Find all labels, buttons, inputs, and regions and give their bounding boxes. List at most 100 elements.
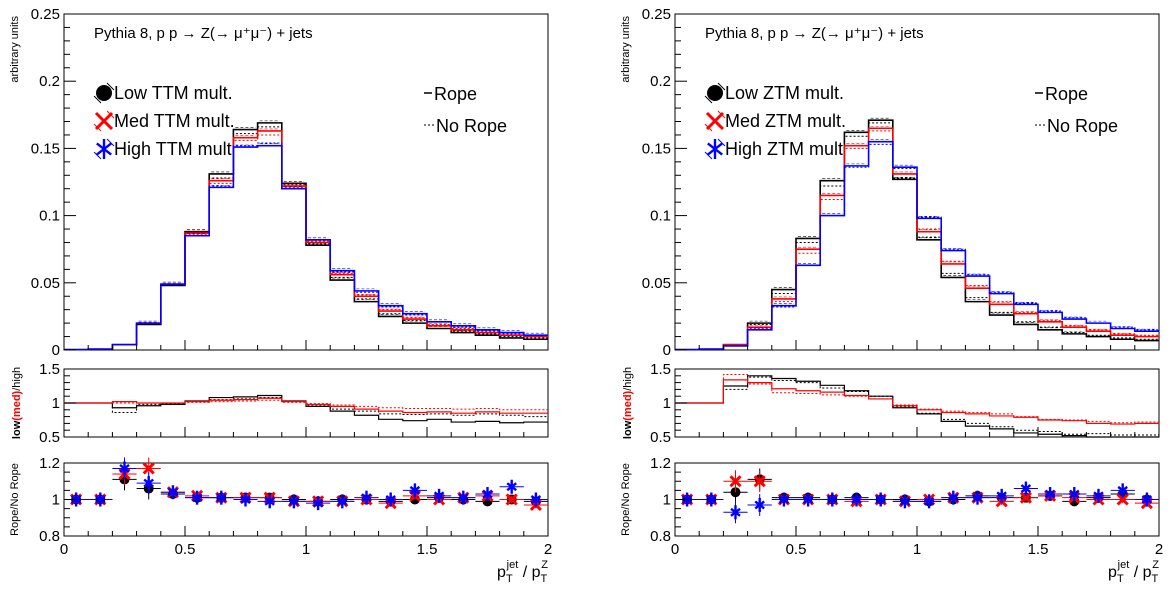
ratio2-point (1093, 488, 1104, 503)
ratio2-point (729, 475, 742, 488)
marker-stroke (875, 495, 886, 504)
legend-label: No Rope (436, 116, 507, 136)
x-axis-label: pTjet / pTZ (497, 559, 548, 585)
series-no-rope-line (64, 142, 548, 351)
ratio2-point (240, 492, 251, 507)
ratio2-point (851, 492, 862, 507)
y-tick-label: 0.5 (39, 429, 60, 446)
marker-stroke (530, 495, 542, 504)
ratio1-y-axis-label: low(med)/high (622, 367, 634, 439)
ratio1-y-axis-label: low(med)/high (11, 367, 23, 439)
ratio2-point (827, 492, 838, 507)
series-3 (675, 139, 1159, 351)
legend-marker (96, 85, 112, 101)
marker-stroke (505, 493, 518, 506)
legend-label: Med ZTM mult. (725, 111, 846, 131)
x-label-part: T (506, 573, 513, 585)
marker-stroke (167, 487, 179, 497)
ratio2-point (312, 496, 324, 511)
marker-hatch (717, 110, 726, 119)
ratio2-point (899, 494, 911, 509)
x-label-part: Z (541, 559, 548, 571)
series-3 (64, 142, 548, 351)
marker-stroke (827, 495, 838, 504)
y-tick-label: 0.05 (642, 275, 671, 292)
ratio2-point (1117, 483, 1128, 498)
legend-label: No Rope (1047, 116, 1118, 136)
marker-hatch (93, 151, 102, 160)
ratio2-series-3 (64, 457, 548, 511)
marker-stroke (707, 142, 723, 156)
y-tick-label: 0.25 (31, 6, 60, 23)
ratio2-point (142, 462, 155, 475)
x-label-part: T (541, 573, 548, 585)
marker-stroke (264, 496, 275, 506)
ratio2-point (95, 492, 106, 507)
chart-annotation: Pythia 8, p p → Z(→ μ⁺μ⁻) + jets (705, 25, 924, 42)
marker-stroke (312, 498, 324, 508)
marker-hatch (704, 123, 713, 132)
y-tick-label: 0.15 (642, 140, 671, 157)
ratio2-point (530, 492, 542, 507)
main-y-axis-label: arbitrary units (620, 16, 632, 83)
series-rope-line (675, 140, 1159, 351)
marker-stroke (482, 489, 493, 499)
marker-stroke (1044, 489, 1056, 499)
legend-label: High ZTM mult (725, 139, 843, 159)
marker-stroke (506, 482, 517, 492)
ratio2-point (972, 490, 983, 505)
y-tick-label: 1 (52, 395, 60, 412)
ratio2-series-2 (675, 470, 1159, 510)
y-tick-label: 0.2 (650, 73, 671, 90)
ratio2-point (505, 493, 518, 506)
ratio2-point (754, 497, 765, 512)
marker-stroke (778, 495, 790, 504)
y-tick-label: 1 (663, 492, 671, 509)
ratio2-point (506, 479, 517, 494)
y-tick-label: 0.1 (650, 208, 671, 225)
marker-stroke (1093, 491, 1104, 501)
ratio2-point (923, 494, 935, 509)
ratio1-series-2 (64, 397, 548, 414)
ratio2-point (361, 490, 372, 505)
marker-stroke (706, 495, 717, 504)
marker-hatch (704, 151, 713, 160)
legend-marker (94, 111, 114, 131)
x-tick-label: 1.5 (1028, 541, 1049, 558)
series-no-rope-line (675, 130, 1159, 351)
y-tick-label: 0 (52, 342, 60, 359)
marker-stroke (972, 493, 983, 503)
y-tick-label: 0.05 (31, 275, 60, 292)
ratio2-point (143, 476, 154, 491)
marker-stroke (851, 495, 862, 504)
ratio2-point (167, 485, 179, 500)
chart-panel-1: 0 0.05 0.1 0.15 0.2 0.25 arbitrary units Pythia… (9, 6, 552, 585)
legend-label: Rope (1045, 84, 1088, 104)
x-label-part: / p (1129, 564, 1151, 581)
y-tick-label: 0.1 (39, 208, 60, 225)
legend-marker (96, 139, 112, 159)
marker-hatch (106, 110, 115, 119)
x-tick-label: 1 (302, 541, 310, 558)
ratio2-point (948, 490, 959, 505)
marker-stroke (681, 495, 693, 504)
ratio2-series-2 (64, 457, 548, 512)
x-label-part: p (1108, 564, 1117, 581)
marker-stroke (996, 491, 1007, 501)
ratio2-point (1141, 492, 1153, 507)
x-tick-label: 0.5 (175, 541, 196, 558)
marker-stroke (1117, 485, 1128, 495)
marker-stroke (899, 496, 911, 506)
ratio2-y-axis-label: Rope/No Rope (620, 463, 632, 536)
x-tick-label: 0 (671, 541, 679, 558)
ratio2-point (458, 490, 469, 505)
marker-stroke (119, 464, 130, 473)
x-label-part: T (1152, 573, 1159, 585)
ratio2-point (433, 488, 445, 503)
ratio2-point (875, 492, 886, 507)
marker-stroke (923, 496, 935, 506)
main-plot-frame (63, 13, 549, 351)
marker-hatch (93, 95, 102, 104)
